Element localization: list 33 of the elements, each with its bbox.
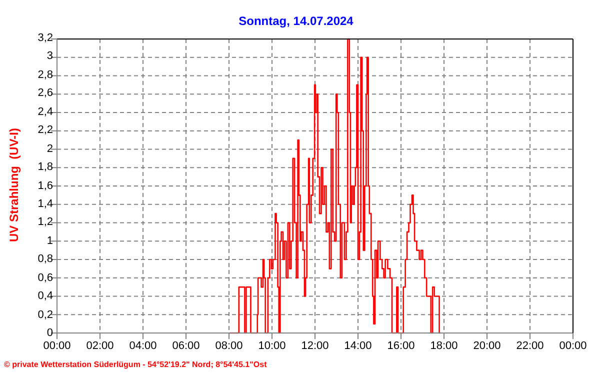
y-tick-label: 0 (46, 326, 53, 340)
x-tick-label: 16:00 (387, 340, 415, 352)
x-tick-label: 14:00 (344, 340, 372, 352)
y-tick-label: 3,2 (38, 31, 53, 45)
x-tick-label: 00:00 (559, 340, 587, 352)
chart-title: Sonntag, 14.07.2024 (238, 14, 354, 28)
y-tick-label: 1,8 (38, 160, 53, 174)
x-tick-label: 04:00 (129, 340, 157, 352)
y-tick-label: 0,2 (38, 308, 53, 322)
y-tick-label: 3 (46, 49, 53, 64)
y-tick-label: 1,6 (38, 178, 53, 192)
y-tick-label: 0,4 (38, 289, 53, 304)
y-tick-label: 1,4 (38, 196, 53, 211)
x-tick-label: 18:00 (430, 340, 458, 352)
y-tick-label: 2,4 (38, 104, 53, 119)
y-tick-label: 2 (46, 142, 53, 156)
y-tick-label: 2,8 (38, 68, 53, 82)
y-tick-label: 0,8 (38, 252, 53, 266)
x-tick-label: 22:00 (516, 340, 544, 352)
x-tick-label: 10:00 (258, 340, 286, 352)
x-tick-label: 00:00 (43, 340, 71, 352)
x-tick-label: 02:00 (86, 340, 114, 352)
x-tick-label: 06:00 (172, 340, 200, 352)
y-tick-label: 2,6 (38, 86, 53, 100)
x-tick-label: 12:00 (301, 340, 329, 352)
x-tick-label: 20:00 (473, 340, 501, 352)
y-tick-label: 0,6 (38, 270, 53, 285)
y-axis-title: UV Strahlung (UV-I) (7, 128, 21, 242)
y-tick-label: 1 (46, 234, 53, 248)
text: © private Wetterstation Süderlügum - 54°52'19.2" Nord; 8°54'45.1"Ost (4, 360, 267, 369)
x-tick-label: 08:00 (215, 340, 243, 352)
y-tick-label: 1,2 (38, 215, 53, 230)
y-tick-label: 2,2 (38, 123, 53, 138)
